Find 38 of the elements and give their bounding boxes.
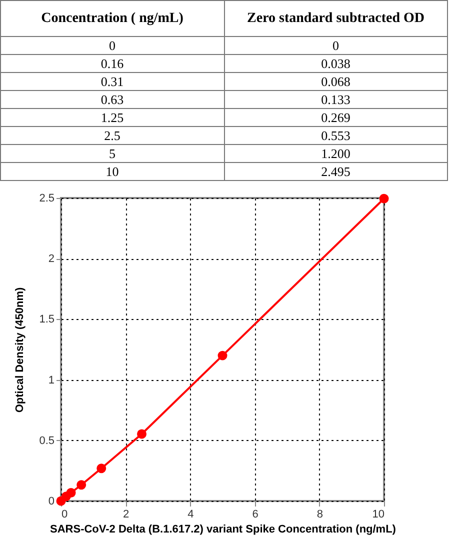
text: 0.16 — [0, 54, 224, 72]
text: 0.553 — [224, 126, 448, 144]
text: Zero standard subtracted OD — [224, 0, 448, 36]
y-axis-title: Optical Density (450nm) — [14, 287, 26, 413]
x-tick-label: 6 — [252, 508, 258, 520]
y-tick-label: 1.5 — [39, 314, 54, 326]
text: 0 — [0, 36, 224, 54]
point — [96, 464, 106, 474]
text: 0 — [224, 36, 448, 54]
text: 1.25 — [0, 108, 224, 126]
text: 0.038 — [224, 54, 448, 72]
text: 2.495 — [224, 162, 448, 180]
x-tick-label: 4 — [188, 508, 194, 520]
y-tick-label: 0.5 — [39, 434, 54, 447]
y-tick-label: 2 — [48, 253, 54, 266]
text: 0.133 — [224, 90, 448, 108]
point — [379, 194, 389, 204]
text: 1.200 — [224, 144, 448, 162]
point — [76, 480, 86, 490]
point — [137, 429, 146, 439]
y-tick-label: 0 — [48, 496, 54, 508]
x-tick-label: 0 — [62, 508, 68, 520]
x-tick-label: 2 — [123, 508, 130, 520]
text: 0.068 — [224, 72, 448, 90]
point — [66, 488, 76, 498]
x-axis-title: SARS-CoV-2 Delta (B.1.617.2) variant Spike Concentration (ng/mL) — [50, 524, 396, 536]
y-tick-label: 2.5 — [39, 192, 54, 204]
text: 10 — [0, 162, 224, 180]
x-tick-label: 8 — [316, 508, 323, 520]
text: 0.31 — [0, 72, 224, 90]
text: Concentration ( ng/mL) — [0, 0, 224, 36]
text: 0.269 — [224, 108, 448, 126]
point — [218, 350, 228, 360]
text: 0.63 — [0, 90, 224, 108]
y-tick-label: 1 — [48, 374, 54, 386]
x-tick-label: 10 — [372, 508, 384, 520]
text: 5 — [0, 144, 224, 162]
text: 2.5 — [0, 126, 224, 144]
